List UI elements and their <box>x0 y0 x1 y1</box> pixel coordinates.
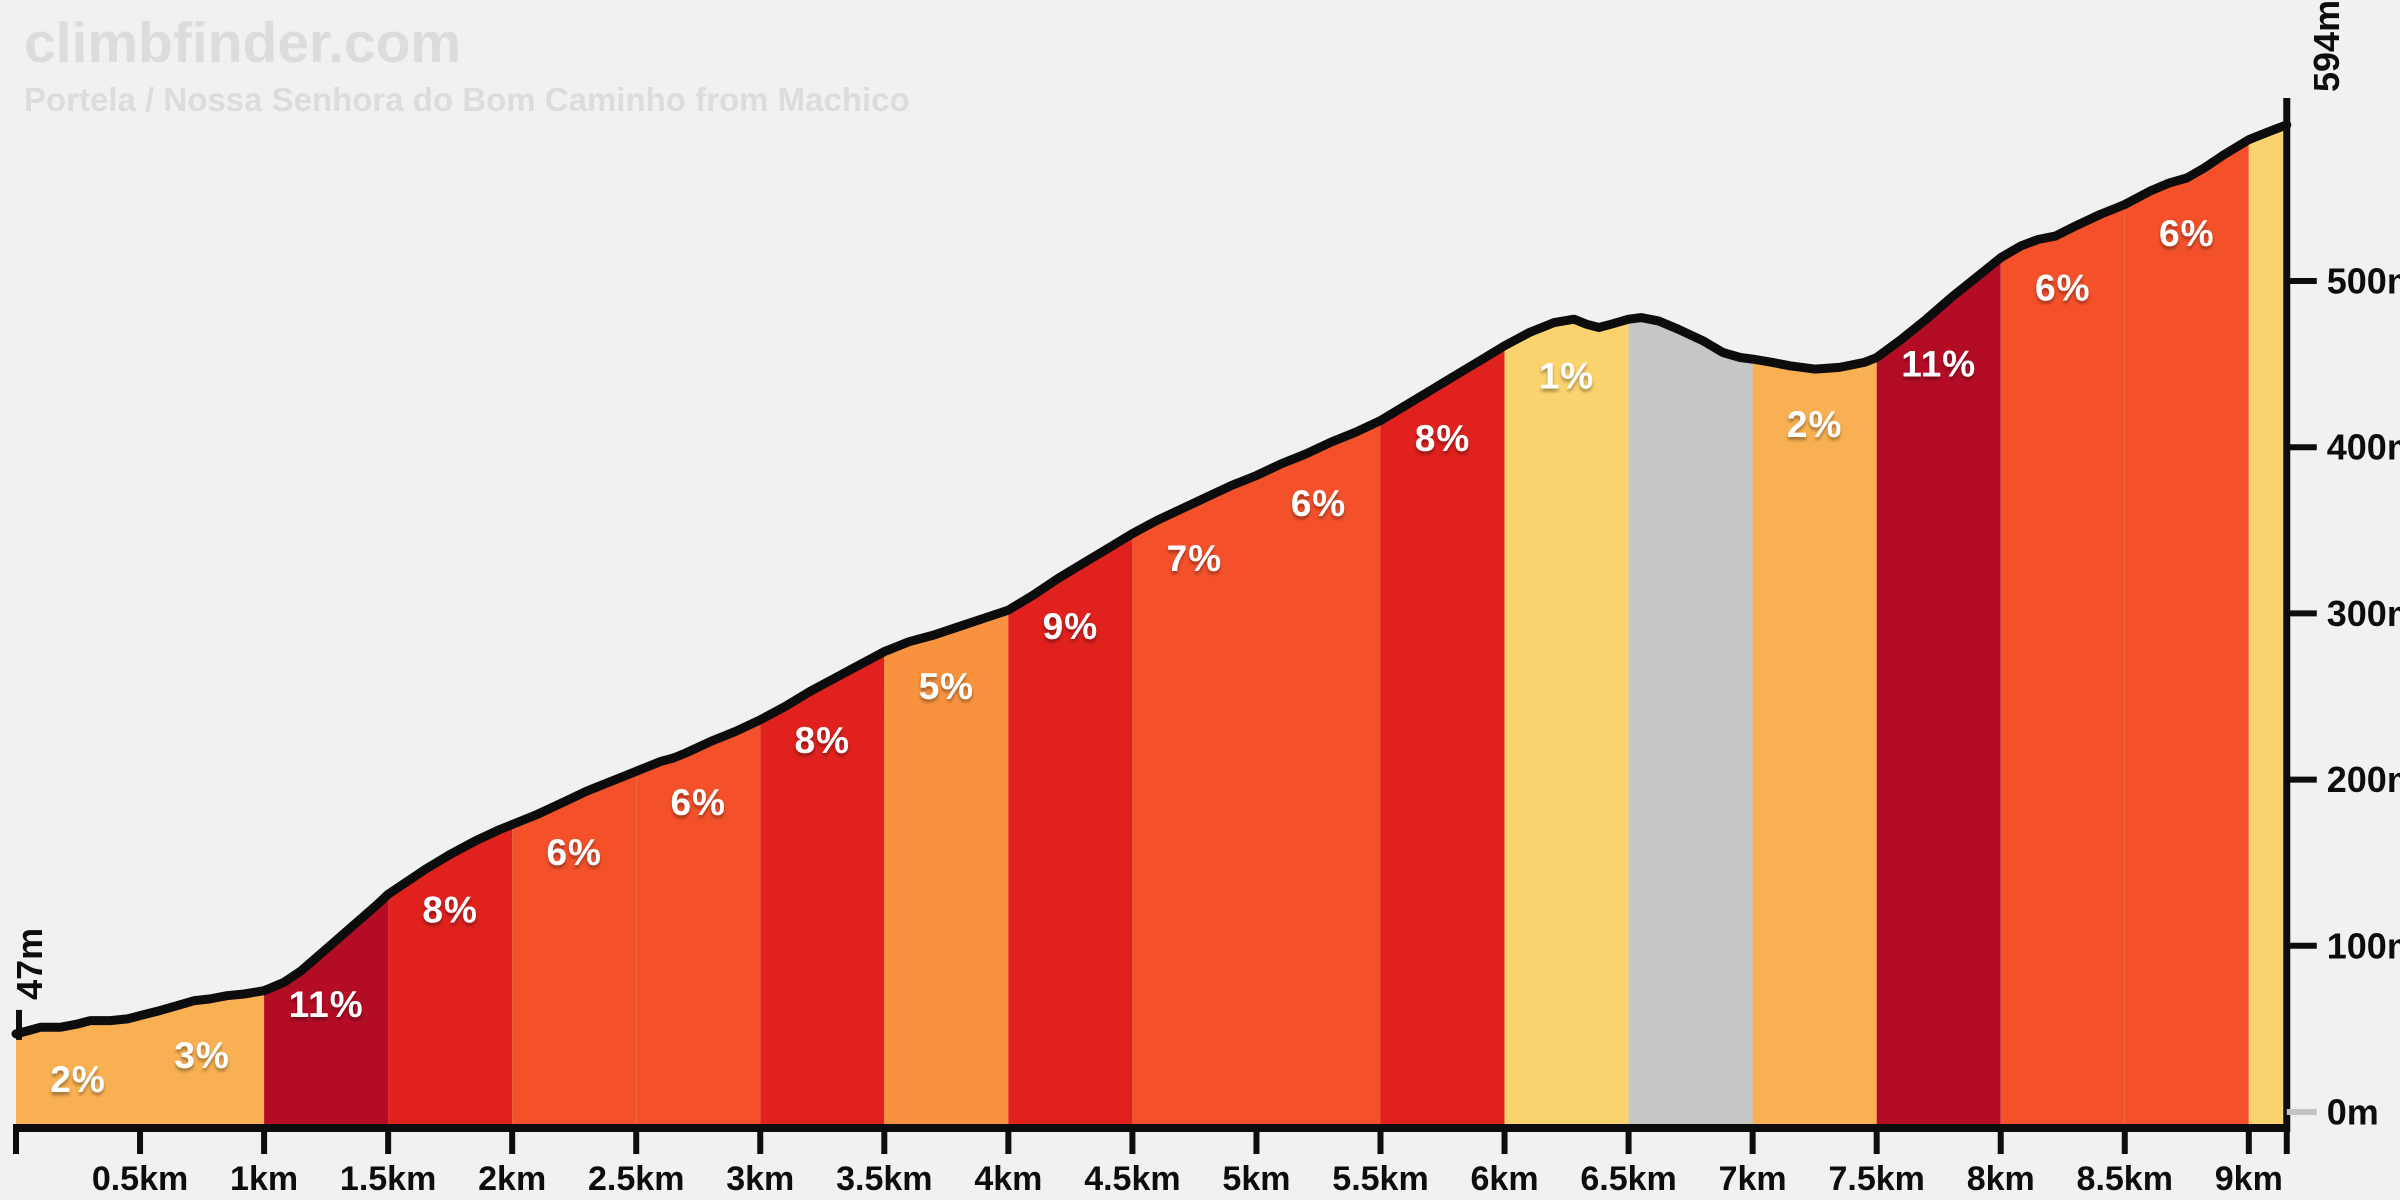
gradient-labels: 2% 3% 11% 8% 6% 6% 8% 5% 9% 7% 6% 8% 1% 2% 11% 6% 6% <box>50 213 2214 1100</box>
gradient-band-3% <box>140 990 265 1132</box>
gradient-label: 2% <box>1787 404 1842 445</box>
axes: 0m 100m 200m 300m 400m 500m 0.5km 1km 1.5km 2km 2.… <box>9 0 2400 1198</box>
gradient-label: 8% <box>422 889 477 930</box>
gradient-band-11% <box>264 894 389 1132</box>
gradient-band-8% <box>760 651 885 1132</box>
gradient-label: 11% <box>1901 343 1976 384</box>
gradient-band-11% <box>1876 257 2001 1132</box>
gradient-band-5% <box>884 610 1009 1132</box>
gradient-band-9% <box>1008 533 1133 1132</box>
x-tick-label: 2.5km <box>588 1160 684 1198</box>
x-tick-label: 4km <box>974 1160 1042 1198</box>
y-tick-label: 0m <box>2327 1092 2379 1133</box>
header: climbfinder.com Portela / Nossa Senhora … <box>24 12 910 119</box>
gradient-band-2% <box>1752 357 1877 1132</box>
gradient-band-6% <box>2124 139 2249 1132</box>
y-tick-label: 500m <box>2327 261 2400 302</box>
gradient-band <box>2248 124 2287 1133</box>
x-tick-label: 3km <box>726 1160 794 1198</box>
y-tick-label: 300m <box>2327 593 2400 634</box>
x-tick-label: 5.5km <box>1332 1160 1428 1198</box>
start-elevation-label: 47m <box>9 928 50 1000</box>
gradient-label: 9% <box>1043 606 1098 647</box>
gradient-band-6% <box>2000 204 2125 1132</box>
x-tick-label: 6.5km <box>1580 1160 1676 1198</box>
gradient-label: 5% <box>919 666 974 707</box>
x-tick-label: 8.5km <box>2077 1160 2173 1198</box>
x-tick-label: 0.5km <box>92 1160 188 1198</box>
gradient-band-6% <box>636 719 761 1132</box>
gradient-band-1% <box>1504 319 1629 1132</box>
gradient-bands <box>16 124 2287 1133</box>
x-tick-label: 2km <box>478 1160 546 1198</box>
gradient-label: 11% <box>289 984 364 1025</box>
x-tick-label: 8km <box>1967 1160 2035 1198</box>
gradient-band-8% <box>388 824 513 1132</box>
gradient-label: 8% <box>1415 418 1470 459</box>
gradient-label: 6% <box>2159 213 2214 254</box>
elevation-line <box>11 120 2292 1039</box>
gradient-band-7% <box>1132 475 1257 1132</box>
gradient-label: 8% <box>795 720 850 761</box>
x-tick-label: 6km <box>1471 1160 1539 1198</box>
gradient-label: 3% <box>174 1035 229 1076</box>
gradient-band-6% <box>512 771 637 1132</box>
x-tick-label: 7km <box>1719 1160 1787 1198</box>
x-tick-label: 3.5km <box>836 1160 932 1198</box>
gradient-band <box>1628 317 1753 1132</box>
page-title: Portela / Nossa Senhora do Bom Caminho f… <box>24 80 910 118</box>
gradient-label: 1% <box>1539 355 1594 396</box>
x-tick-label: 4.5km <box>1084 1160 1180 1198</box>
gradient-label: 6% <box>1291 483 1346 524</box>
gradient-band-2% <box>16 1015 140 1132</box>
gradient-label: 6% <box>671 782 726 823</box>
x-tick-label: 9km <box>2215 1160 2283 1198</box>
elevation-curve <box>11 120 2292 1039</box>
gradient-label: 2% <box>50 1059 105 1100</box>
gradient-label: 7% <box>1167 538 1222 579</box>
x-tick-label: 1km <box>230 1160 298 1198</box>
y-tick-label: 100m <box>2327 925 2400 966</box>
gradient-band-6% <box>1256 420 1381 1133</box>
y-tick-label: 400m <box>2327 427 2400 468</box>
x-tick-label: 1.5km <box>340 1160 436 1198</box>
x-tick-label: 7.5km <box>1828 1160 1924 1198</box>
x-tick-label: 5km <box>1222 1160 1290 1198</box>
brand-watermark: climbfinder.com <box>24 11 462 75</box>
gradient-band-8% <box>1380 345 1505 1132</box>
gradient-label: 6% <box>546 832 601 873</box>
gradient-label: 6% <box>2035 267 2090 308</box>
y-tick-label: 200m <box>2327 759 2400 800</box>
summit-elevation-label: 594m <box>2306 0 2347 92</box>
